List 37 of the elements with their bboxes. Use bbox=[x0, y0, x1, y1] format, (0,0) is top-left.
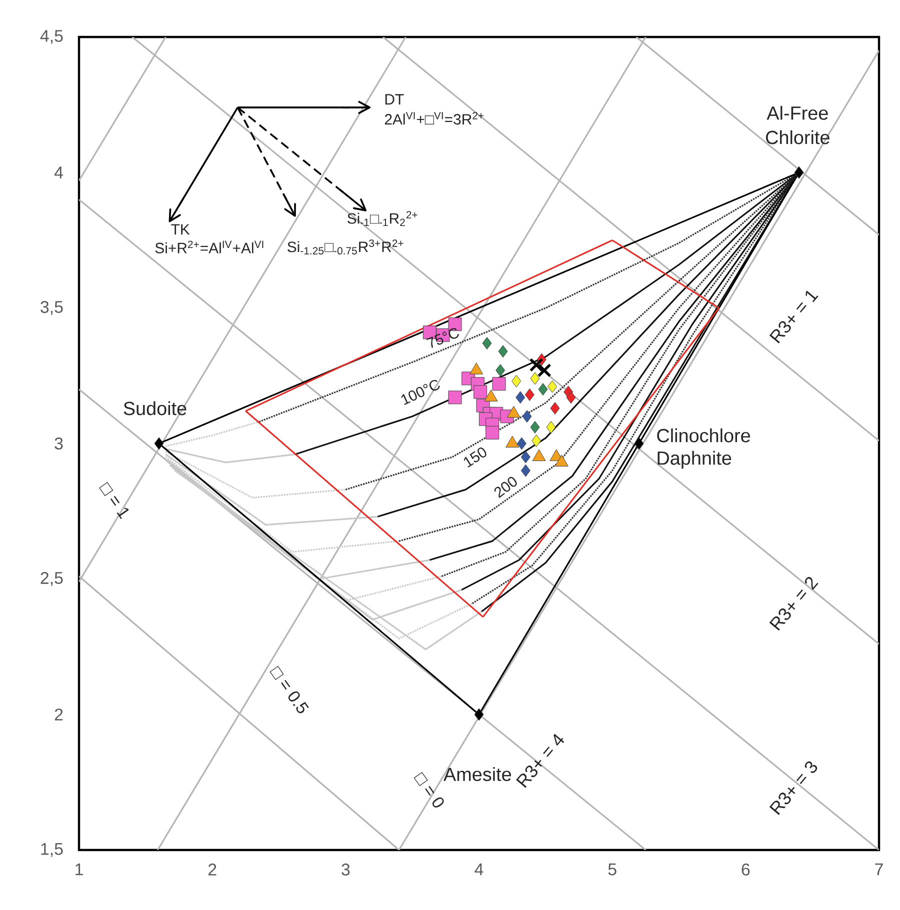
annotation: Chlorite bbox=[766, 130, 830, 144]
y-tick-label: 4 bbox=[54, 166, 63, 178]
x-tick-label: 4 bbox=[474, 864, 484, 876]
annotation: Si$_{-1}$□$_{-1}$R$_{2}$2+ bbox=[348, 211, 418, 226]
annotation: Clinochlore bbox=[657, 428, 750, 442]
annotation: 2Al$^{VI}$+□$^{VI}$=3R$^{2+}$ bbox=[384, 112, 484, 125]
annotation: R3+ = 2 bbox=[769, 577, 818, 631]
y-tick-label: 2,5 bbox=[40, 572, 63, 586]
y-tick-label: 3 bbox=[54, 438, 63, 450]
annotation: R3+ = 4 bbox=[516, 734, 564, 788]
annotation: Sudoite bbox=[124, 401, 186, 416]
y-tick-label: 1,5 bbox=[41, 843, 63, 857]
annotation: Amesite bbox=[444, 767, 512, 782]
annotation: Al-Free bbox=[766, 106, 828, 120]
annotation: □ = 0.5 bbox=[270, 666, 309, 714]
annotation: □ = 1 bbox=[99, 482, 129, 520]
annotation: R3+ = 1 bbox=[769, 290, 818, 344]
annotation: Si+R$^{2+}$=Al$^{IV}$+Al$^{VI}$ bbox=[155, 240, 264, 254]
x-tick-label: 7 bbox=[875, 864, 883, 876]
annotation: 100°C bbox=[401, 380, 440, 405]
x-tick-label: 1 bbox=[76, 864, 83, 876]
x-tick-label: 5 bbox=[608, 864, 616, 876]
x-tick-label: 2 bbox=[208, 864, 216, 876]
annotation: TK bbox=[171, 224, 190, 235]
y-tick-label: 2 bbox=[54, 708, 63, 720]
annotation: 200 bbox=[494, 476, 517, 498]
annotation: Daphnite bbox=[658, 450, 732, 469]
annotation: Si$_{-1.25}$□$_{-0.75}$R$^{3+}$R$^{2+}$ bbox=[288, 240, 404, 255]
y-tick-label: 4,5 bbox=[40, 30, 63, 44]
x-tick-label: 3 bbox=[342, 864, 350, 876]
annotation: 150 bbox=[464, 447, 486, 468]
annotation: 75°C bbox=[426, 328, 459, 348]
x-tick-label: 6 bbox=[742, 864, 750, 876]
annotation: R3+ = 3 bbox=[769, 761, 818, 815]
y-tick-label: 3,5 bbox=[40, 300, 63, 315]
annotation: □ = 0 bbox=[414, 772, 444, 808]
annotation: DT bbox=[385, 94, 404, 104]
